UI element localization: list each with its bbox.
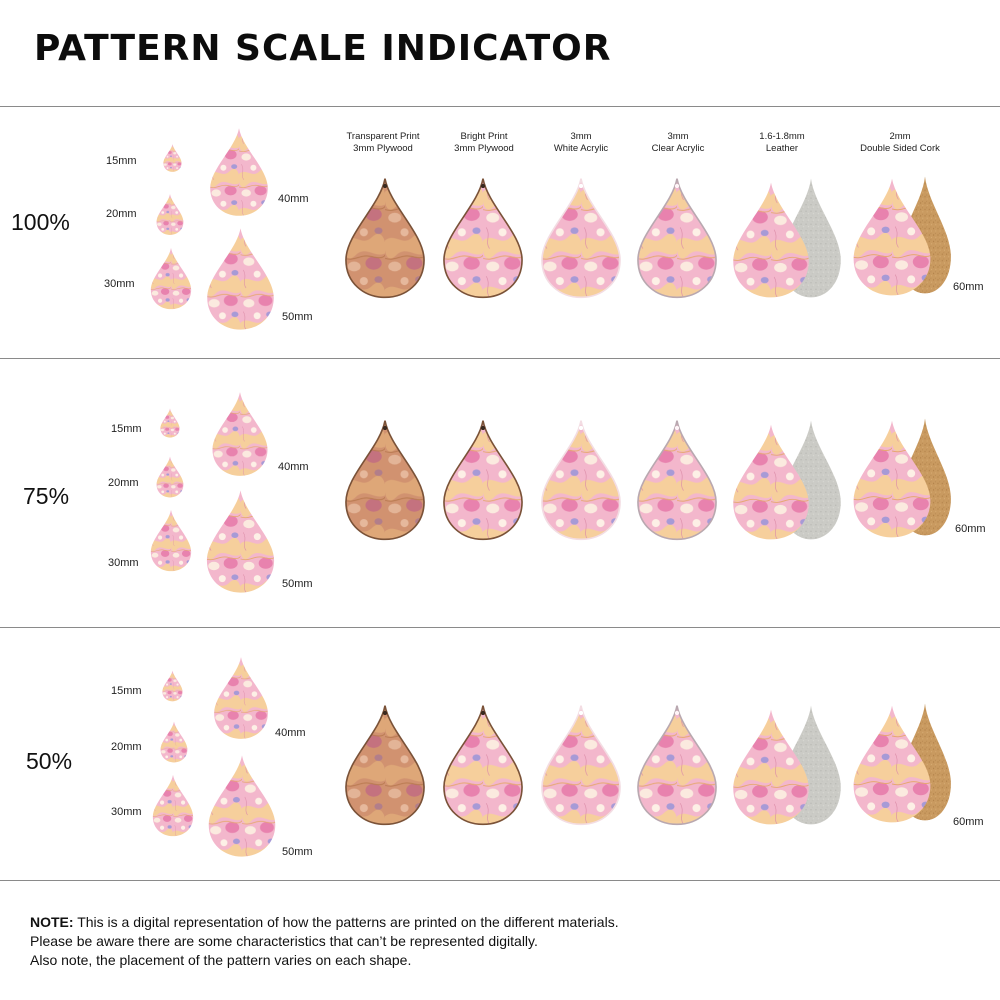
teardrop-sample-50mm xyxy=(207,754,277,858)
teardrop-sample-40mm xyxy=(213,656,269,740)
teardrop-sample-30mm xyxy=(150,509,192,572)
material-header-leather: 1.6-1.8mm Leather xyxy=(759,131,805,154)
teardrop-clear-acrylic xyxy=(636,419,718,541)
teardrop-white-acrylic xyxy=(540,177,622,299)
size-label-20mm: 20mm xyxy=(106,208,137,220)
teardrop-sample-40mm xyxy=(209,127,269,217)
teardrop-sample-30mm xyxy=(152,774,194,837)
note-line-3: Also note, the placement of the pattern … xyxy=(30,952,412,968)
scale-percent-label: 75% xyxy=(23,483,70,509)
teardrop-leather-front xyxy=(730,181,812,299)
teardrop-bright-plywood xyxy=(442,704,524,826)
size-label-60mm: 60mm xyxy=(955,523,986,535)
teardrop-bright-plywood xyxy=(442,419,524,541)
scale-percent-label: 50% xyxy=(26,748,73,774)
size-label-40mm: 40mm xyxy=(278,193,309,205)
material-header-transparent-plywood: Transparent Print 3mm Plywood xyxy=(346,131,420,154)
teardrop-transparent-plywood xyxy=(344,177,426,299)
teardrop-transparent-plywood xyxy=(344,704,426,826)
divider-row-2 xyxy=(0,627,1000,628)
note-line-2: Please be aware there are some character… xyxy=(30,933,538,949)
teardrop-white-acrylic xyxy=(540,419,622,541)
teardrop-leather-front xyxy=(730,708,812,826)
teardrop-cork-front xyxy=(852,419,932,539)
teardrop-sample-20mm xyxy=(156,456,184,498)
size-label-40mm: 40mm xyxy=(278,461,309,473)
size-label-15mm: 15mm xyxy=(111,423,142,435)
note-lead: NOTE: xyxy=(30,914,74,930)
teardrop-sample-30mm xyxy=(150,247,192,310)
material-header-clear-acrylic: 3mm Clear Acrylic xyxy=(651,131,705,154)
size-label-40mm: 40mm xyxy=(275,727,306,739)
size-label-30mm: 30mm xyxy=(108,557,139,569)
size-label-60mm: 60mm xyxy=(953,816,984,828)
teardrop-sample-50mm xyxy=(205,489,276,594)
teardrop-sample-20mm xyxy=(156,192,184,237)
material-header-bright-plywood: Bright Print 3mm Plywood xyxy=(454,131,514,154)
teardrop-bright-plywood xyxy=(442,177,524,299)
material-header-cork: 2mm Double Sided Cork xyxy=(860,131,940,154)
note-text-1: This is a digital representation of how … xyxy=(73,914,619,930)
scale-row-50: 50% 15mm 20mm 30mm 40mm 50mm 60mm xyxy=(0,628,1000,880)
teardrop-sample-20mm xyxy=(160,721,188,763)
divider-row-1 xyxy=(0,358,1000,359)
size-label-30mm: 30mm xyxy=(111,806,142,818)
teardrop-sample-15mm xyxy=(163,142,182,174)
teardrop-cork-front xyxy=(852,704,932,824)
size-label-50mm: 50mm xyxy=(282,578,313,590)
teardrop-sample-50mm xyxy=(205,227,276,331)
scale-percent-label: 100% xyxy=(11,209,70,235)
divider-bottom xyxy=(0,880,1000,881)
divider-top xyxy=(0,106,1000,107)
size-label-15mm: 15mm xyxy=(106,155,137,167)
teardrop-clear-acrylic xyxy=(636,704,718,826)
teardrop-cork-front xyxy=(852,177,932,297)
material-header-white-acrylic: 3mm White Acrylic xyxy=(553,131,609,154)
teardrop-transparent-plywood xyxy=(344,419,426,541)
size-label-50mm: 50mm xyxy=(282,846,313,858)
teardrop-white-acrylic xyxy=(540,704,622,826)
size-label-30mm: 30mm xyxy=(104,278,135,290)
note-line-1: NOTE: This is a digital representation o… xyxy=(30,913,619,932)
size-label-60mm: 60mm xyxy=(953,281,984,293)
size-label-20mm: 20mm xyxy=(108,477,139,489)
disclaimer-note: NOTE: This is a digital representation o… xyxy=(30,913,619,970)
scale-row-100: 100% 15mm 20mm 30mm 40mm 50mm Transparen… xyxy=(0,107,1000,358)
page-title: PATTERN SCALE INDICATOR xyxy=(34,28,612,69)
size-label-50mm: 50mm xyxy=(282,311,313,323)
teardrop-sample-15mm xyxy=(160,407,180,439)
size-label-15mm: 15mm xyxy=(111,685,142,697)
size-label-20mm: 20mm xyxy=(111,741,142,753)
scale-row-75: 75% 15mm 20mm 30mm 40mm 50mm 60mm xyxy=(0,359,1000,627)
teardrop-clear-acrylic xyxy=(636,177,718,299)
teardrop-leather-front xyxy=(730,423,812,541)
teardrop-sample-15mm xyxy=(162,670,183,702)
teardrop-sample-40mm xyxy=(211,391,269,477)
